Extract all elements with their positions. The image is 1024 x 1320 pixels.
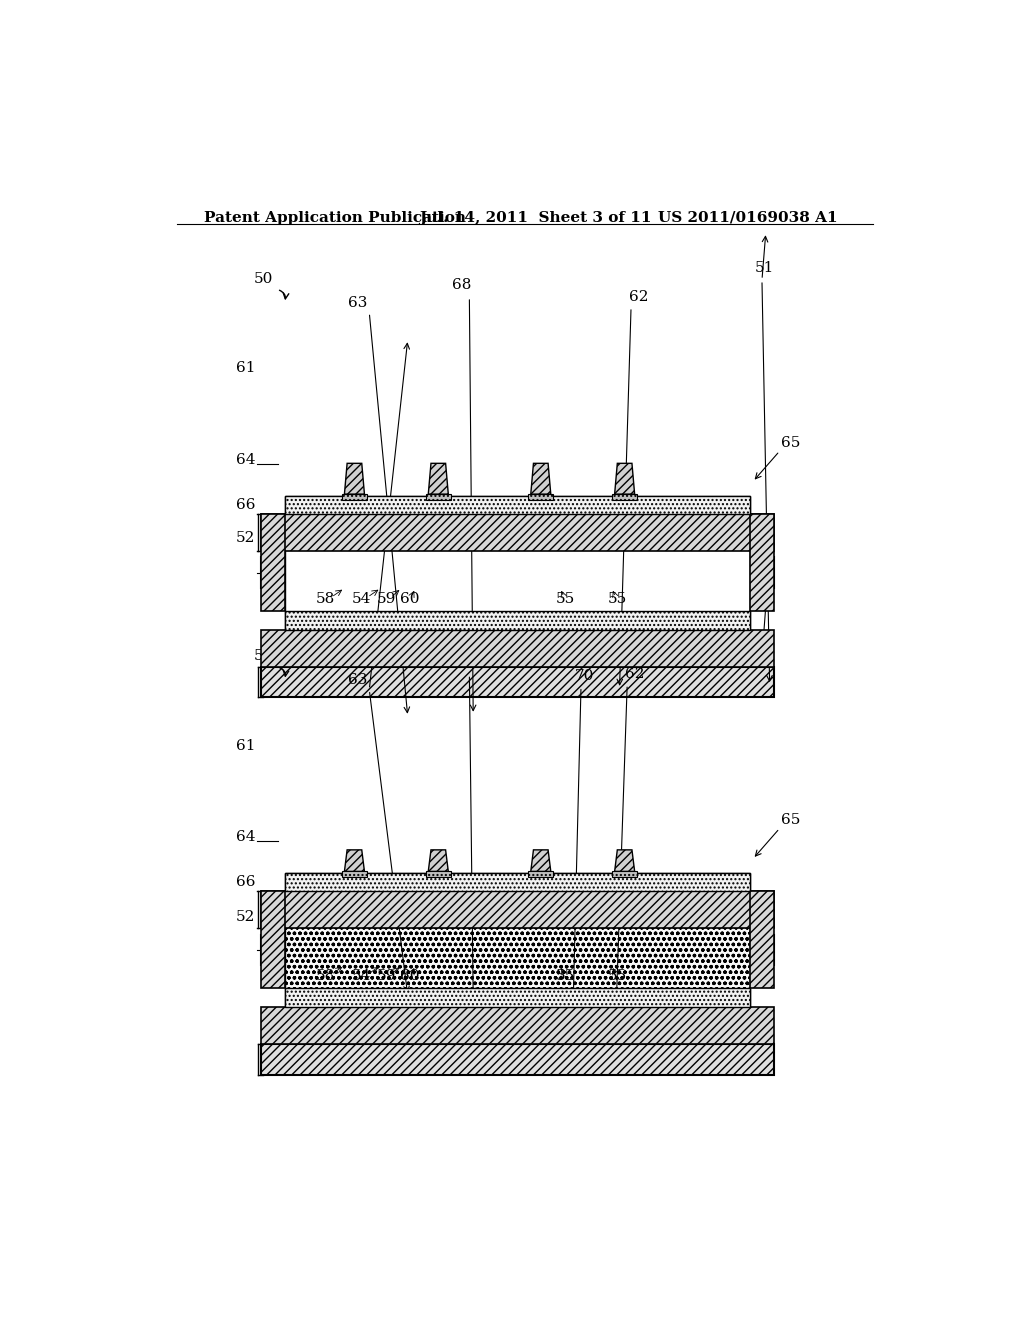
Text: Jul. 14, 2011  Sheet 3 of 11: Jul. 14, 2011 Sheet 3 of 11 xyxy=(419,211,652,224)
Bar xyxy=(426,871,451,876)
Polygon shape xyxy=(428,463,449,494)
Polygon shape xyxy=(614,463,635,494)
Bar xyxy=(261,935,773,965)
Text: 56: 56 xyxy=(628,892,647,907)
Bar xyxy=(261,515,285,611)
Bar xyxy=(528,494,553,499)
Text: US 2011/0169038 A1: US 2011/0169038 A1 xyxy=(658,211,838,224)
Text: 64: 64 xyxy=(236,830,255,845)
Text: 55: 55 xyxy=(556,969,575,983)
Bar xyxy=(261,557,773,589)
Text: 66: 66 xyxy=(236,498,255,512)
Text: 54: 54 xyxy=(352,969,372,983)
Text: 68: 68 xyxy=(452,656,471,669)
Text: 63: 63 xyxy=(348,673,368,688)
Bar xyxy=(261,891,285,989)
Text: 62: 62 xyxy=(629,290,648,304)
Polygon shape xyxy=(344,850,365,871)
Text: 68: 68 xyxy=(452,279,471,292)
Bar xyxy=(261,630,773,667)
Text: 55: 55 xyxy=(607,969,627,983)
Text: 50: 50 xyxy=(253,649,272,664)
Bar xyxy=(285,496,751,515)
Bar xyxy=(342,494,367,499)
Text: 51: 51 xyxy=(755,639,774,652)
Text: 65: 65 xyxy=(781,436,801,450)
Bar xyxy=(261,891,773,928)
Bar xyxy=(285,989,751,1007)
Bar xyxy=(261,667,773,697)
Bar xyxy=(261,1007,773,1044)
Bar xyxy=(342,871,367,876)
Text: 59: 59 xyxy=(377,969,396,983)
Text: 52: 52 xyxy=(236,531,255,545)
Bar xyxy=(612,494,637,499)
Polygon shape xyxy=(614,850,635,871)
Text: 58: 58 xyxy=(315,591,335,606)
Text: Patent Application Publication: Patent Application Publication xyxy=(204,211,466,224)
Text: 70: 70 xyxy=(575,669,595,684)
Text: 64: 64 xyxy=(236,453,255,467)
Text: 61: 61 xyxy=(236,739,255,752)
Bar xyxy=(261,1044,773,1074)
Text: 51: 51 xyxy=(755,261,774,276)
Bar xyxy=(285,873,751,1007)
Text: 63: 63 xyxy=(348,296,368,310)
Text: FIG.3: FIG.3 xyxy=(486,612,549,635)
Text: 52: 52 xyxy=(236,909,255,924)
Bar xyxy=(285,611,751,630)
Polygon shape xyxy=(344,463,365,494)
Bar xyxy=(751,515,773,611)
Bar xyxy=(261,515,773,552)
Text: 55: 55 xyxy=(607,591,627,606)
Text: 61: 61 xyxy=(236,362,255,375)
Bar xyxy=(528,871,553,876)
Bar xyxy=(751,891,773,989)
Text: 56: 56 xyxy=(628,516,647,529)
Text: 54: 54 xyxy=(352,591,372,606)
Text: 60: 60 xyxy=(399,591,419,606)
Text: 58: 58 xyxy=(315,969,335,983)
Bar xyxy=(426,494,451,499)
Text: 59: 59 xyxy=(377,591,396,606)
Polygon shape xyxy=(530,850,551,871)
Polygon shape xyxy=(428,850,449,871)
Text: 62: 62 xyxy=(626,667,645,681)
Polygon shape xyxy=(530,463,551,494)
Bar xyxy=(285,496,751,630)
Text: FIG.4: FIG.4 xyxy=(486,990,549,1012)
Bar xyxy=(285,873,751,891)
Text: 66: 66 xyxy=(236,875,255,890)
Text: 65: 65 xyxy=(781,813,801,828)
Bar xyxy=(612,871,637,876)
Text: 60: 60 xyxy=(399,969,419,983)
Text: 50: 50 xyxy=(253,272,272,286)
Text: 55: 55 xyxy=(556,591,575,606)
